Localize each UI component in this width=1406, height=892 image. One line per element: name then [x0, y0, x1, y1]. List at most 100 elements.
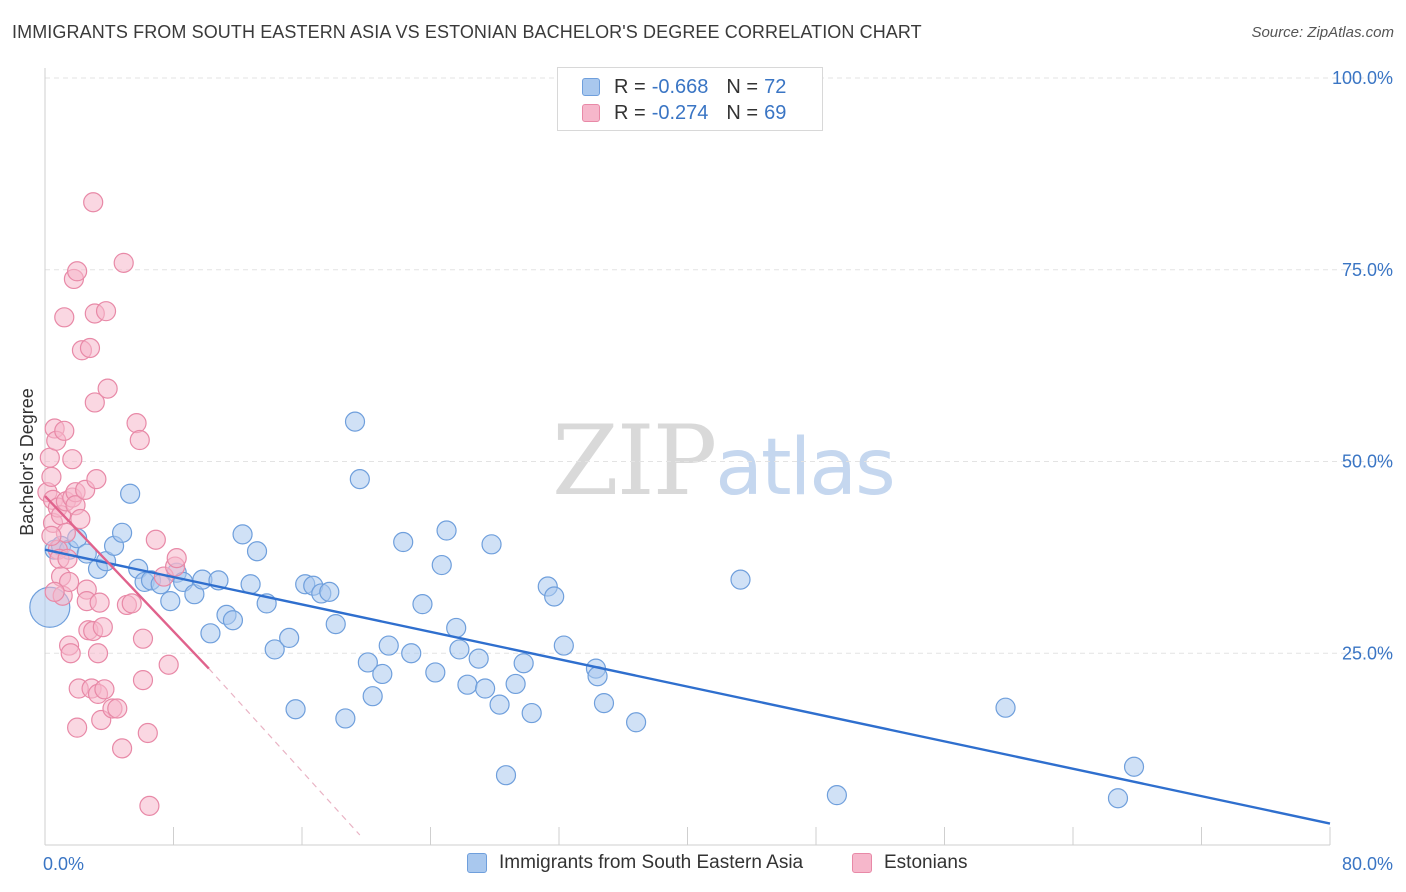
y-axis-label: Bachelor's Degree: [17, 388, 37, 536]
legend-r-value: -0.668: [651, 75, 709, 98]
pink-point: [87, 643, 109, 664]
blue-point: [344, 411, 366, 432]
bottom-legend-swatch-blue: [467, 853, 487, 873]
pink-point: [39, 447, 60, 468]
pink-point: [121, 593, 142, 614]
pink-point: [89, 592, 110, 613]
legend-n-value: 72: [764, 75, 787, 98]
legend-r-value: -0.274: [651, 101, 709, 124]
legend-n-label: N =: [726, 75, 759, 98]
pink-point: [83, 192, 104, 213]
blue-point: [349, 469, 370, 490]
x-tick-label: 0.0%: [43, 854, 84, 874]
y-tick-label: 50.0%: [1342, 452, 1393, 472]
chart-title: IMMIGRANTS FROM SOUTH EASTERN ASIA VS ES…: [12, 22, 922, 42]
pink-trend-line: [44, 495, 210, 670]
blue-point: [200, 623, 221, 644]
pink-point: [107, 698, 128, 719]
blue-point: [240, 574, 261, 595]
pink-point: [79, 337, 101, 359]
y-tick-label: 75.0%: [1342, 260, 1393, 280]
pink-point: [86, 469, 107, 490]
blue-point: [431, 554, 452, 576]
pink-point: [132, 628, 154, 649]
pink-point: [95, 301, 117, 322]
bottom-legend-swatch-pink: [852, 853, 872, 873]
blue-point: [730, 569, 751, 590]
blue-point: [264, 639, 285, 660]
blue-point: [285, 699, 306, 720]
bottom-legend-series1: Immigrants from South Eastern Asia: [467, 852, 803, 874]
blue-point: [436, 520, 457, 541]
blue-point: [372, 663, 393, 685]
pink-point: [145, 529, 166, 550]
pink-point: [70, 508, 91, 530]
blue-point: [279, 627, 300, 649]
legend-swatch-pink: [582, 104, 600, 122]
blue-point: [481, 534, 502, 555]
pink-point: [129, 429, 150, 451]
pink-point: [84, 392, 105, 413]
pink-point: [62, 449, 83, 470]
blue-point: [553, 635, 574, 656]
pink-point: [166, 548, 187, 569]
watermark-atlas: atlas: [715, 423, 895, 513]
blue-point: [393, 531, 414, 553]
y-tick-label: 25.0%: [1342, 643, 1393, 663]
pink-point: [54, 420, 75, 441]
blue-point: [1107, 788, 1129, 809]
blue-point: [1123, 756, 1145, 777]
blue-point: [468, 648, 489, 669]
blue-point: [446, 617, 467, 639]
blue-point: [826, 785, 847, 806]
pink-point: [67, 717, 88, 738]
y-tick-label: 100.0%: [1332, 68, 1393, 88]
blue-point: [489, 694, 510, 715]
pink-point: [67, 261, 88, 282]
pink-point: [111, 738, 133, 759]
pink-point: [41, 466, 62, 487]
pink-point: [97, 378, 118, 399]
bottom-legend-label-blue: Immigrants from South Eastern Asia: [499, 852, 804, 873]
blue-point: [625, 712, 647, 733]
blue-point: [120, 483, 141, 504]
pink-point: [60, 643, 81, 664]
legend-r-label: R =: [614, 101, 646, 124]
pink-point: [54, 307, 75, 328]
blue-trend-line: [44, 548, 1331, 825]
blue-point: [513, 653, 534, 674]
blue-point: [425, 662, 446, 683]
blue-point: [246, 541, 268, 562]
pink-point: [132, 669, 154, 691]
blue-point: [995, 697, 1016, 718]
blue-point: [475, 678, 496, 699]
blue-point: [111, 522, 133, 543]
pink-point: [92, 617, 113, 638]
legend-r-label: R =: [614, 75, 646, 98]
blue-point: [521, 702, 542, 724]
blue-point: [401, 643, 422, 664]
blue-point: [335, 708, 356, 729]
blue-point: [505, 673, 526, 695]
bottom-legend-label-pink: Estonians: [884, 852, 968, 873]
legend-row-blue: R = -0.668 N = 72: [582, 76, 786, 98]
blue-point: [160, 590, 181, 612]
pink-point: [126, 413, 147, 434]
blue-point: [495, 765, 517, 786]
pink-point: [158, 654, 179, 675]
pink-point: [113, 252, 134, 273]
blue-point: [319, 581, 340, 602]
blue-point: [222, 610, 244, 631]
source-label: Source: ZipAtlas.com: [1251, 24, 1394, 41]
blue-point: [232, 524, 253, 545]
pink-point: [44, 581, 65, 602]
pink-point: [41, 525, 62, 546]
blue-point: [362, 686, 383, 707]
legend-row-pink: R = -0.274 N = 69: [582, 102, 786, 124]
blue-point: [325, 614, 346, 635]
legend-n-label: N =: [726, 101, 759, 124]
blue-point: [412, 594, 433, 615]
blue-point: [357, 652, 378, 673]
pink-point: [137, 722, 158, 744]
